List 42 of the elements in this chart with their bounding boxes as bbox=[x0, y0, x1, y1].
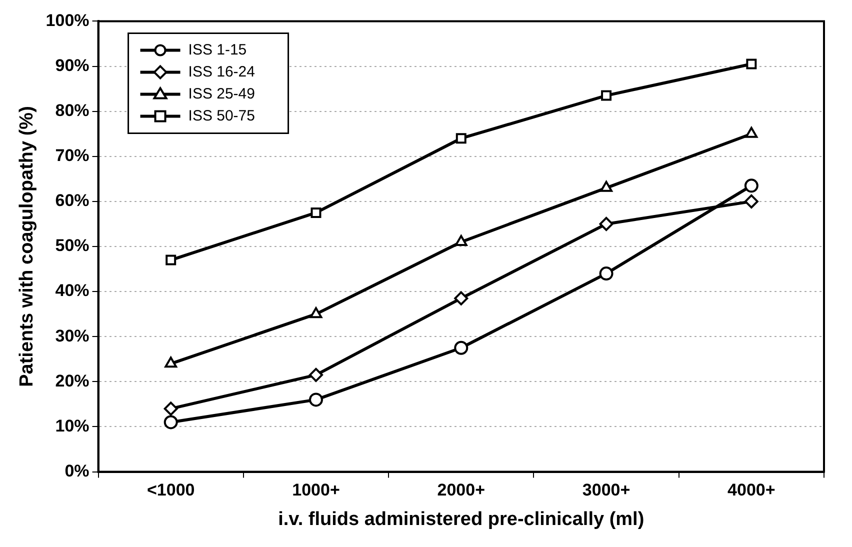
point bbox=[308, 368, 323, 382]
y-tick-label: 20% bbox=[55, 371, 90, 390]
y-tick-label: 60% bbox=[55, 191, 90, 210]
legend-label: ISS 1-15 bbox=[188, 41, 247, 58]
y-tick-label: 90% bbox=[55, 56, 90, 75]
point bbox=[164, 356, 178, 368]
point bbox=[166, 254, 176, 266]
point bbox=[744, 178, 758, 193]
y-tick-label: 100% bbox=[46, 10, 90, 30]
y-tick-label: 40% bbox=[55, 281, 90, 300]
y-axis-title: Patients with coagulopathy (%) bbox=[16, 106, 38, 387]
point bbox=[599, 266, 614, 281]
point bbox=[456, 133, 466, 144]
point bbox=[601, 90, 612, 101]
x-tick-label: <1000 bbox=[146, 480, 195, 500]
legend-label: ISS 16-24 bbox=[188, 63, 255, 80]
y-tick-label: 0% bbox=[64, 461, 90, 480]
x-tick-label: 1000+ bbox=[292, 480, 340, 500]
legend-label: ISS 25-49 bbox=[188, 85, 255, 102]
point bbox=[746, 58, 757, 70]
point bbox=[454, 291, 468, 306]
y-tick-label: 10% bbox=[55, 416, 90, 436]
x-tick-label: 2000+ bbox=[437, 480, 486, 500]
x-tick-label: 3000+ bbox=[582, 480, 630, 500]
y-tick-label: 70% bbox=[55, 146, 90, 166]
point bbox=[454, 340, 468, 355]
point bbox=[745, 126, 758, 138]
point bbox=[744, 194, 758, 208]
point bbox=[310, 307, 322, 318]
y-tick-label: 30% bbox=[55, 326, 90, 346]
point bbox=[164, 402, 178, 416]
x-axis-title: i.v. fluids administered pre-clinically (ml) bbox=[278, 508, 644, 530]
y-tick-label: 80% bbox=[55, 101, 90, 120]
point bbox=[164, 415, 178, 430]
point bbox=[599, 216, 614, 231]
y-tick-label: 50% bbox=[55, 236, 90, 256]
point bbox=[600, 180, 612, 192]
point bbox=[454, 234, 468, 246]
point bbox=[310, 207, 322, 218]
point bbox=[308, 392, 323, 407]
x-tick-label: 4000+ bbox=[728, 480, 776, 500]
legend-label: ISS 50-75 bbox=[188, 107, 255, 124]
